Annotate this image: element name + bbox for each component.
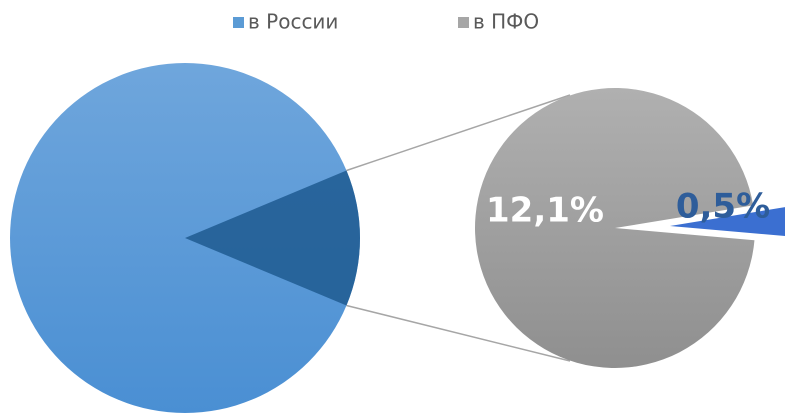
pie-slice xyxy=(669,207,785,237)
data-label: 0,5% xyxy=(676,187,770,227)
legend-swatch xyxy=(458,17,469,28)
data-label: 12,1% xyxy=(486,191,604,231)
legend-label: в ПФО xyxy=(473,10,539,34)
main-pie-share xyxy=(185,170,361,306)
connector xyxy=(346,304,571,362)
legend-label: в России xyxy=(248,10,338,34)
legend-swatch xyxy=(233,17,244,28)
pie-slice xyxy=(475,87,755,368)
connector xyxy=(346,94,571,172)
